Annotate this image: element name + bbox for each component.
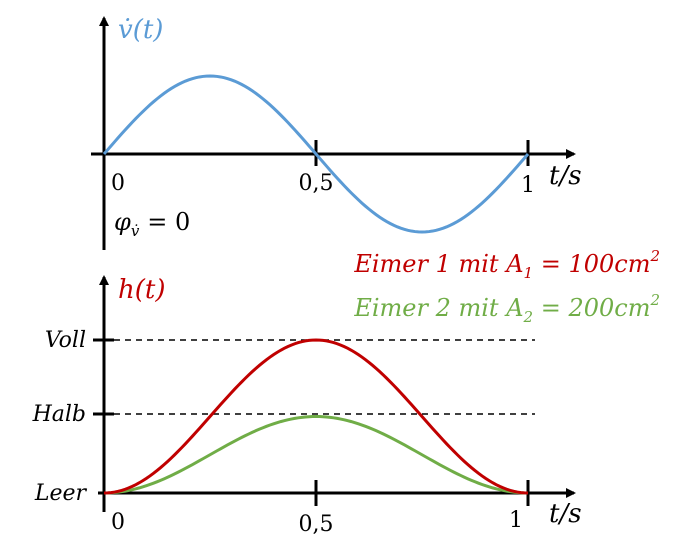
velocity-x-tick-label-0-5: 0,5 — [299, 171, 334, 196]
height-x-tick-label-0: 0 — [111, 510, 125, 535]
velocity-x-tick-label-0: 0 — [111, 171, 125, 196]
phase-annotation: φv̇ = 0 — [114, 208, 190, 240]
height-chart: h(t) Voll Halb Leer 0 0,5 1 t/s Eimer 1 … — [32, 247, 660, 537]
legend-entry-eimer-1: Eimer 1 mit A1 = 100cm2 — [353, 247, 660, 282]
height-y-tick-label-leer: Leer — [34, 481, 88, 506]
velocity-y-axis-label: v̇(t) — [118, 15, 163, 45]
velocity-x-tick-label-1: 1 — [521, 173, 535, 198]
legend-entry-eimer-2: Eimer 2 mit A2 = 200cm2 — [353, 291, 660, 326]
eimer-2-series-line — [103, 414, 529, 495]
height-y-tick-label-voll: Voll — [45, 328, 86, 353]
height-y-axis-label: h(t) — [118, 275, 165, 305]
height-y-tick-label-halb: Halb — [32, 402, 86, 427]
eimer-1-series-line — [103, 338, 529, 495]
height-x-tick-label-1: 1 — [509, 508, 523, 533]
velocity-series-line — [102, 74, 530, 234]
height-x-tick-label-0-5: 0,5 — [299, 512, 334, 537]
height-x-axis-label: t/s — [549, 499, 582, 529]
velocity-x-axis-label: t/s — [549, 161, 582, 191]
velocity-chart: v̇(t) 0 0,5 1 t/s φv̇ = 0 — [91, 15, 582, 250]
